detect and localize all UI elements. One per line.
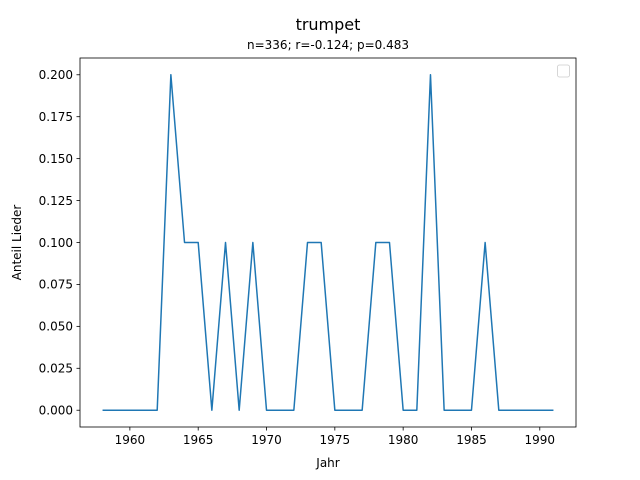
x-tick-label: 1990 [525,433,556,447]
legend-box [557,64,570,78]
legend [557,64,570,78]
y-tick-label: 0.150 [39,152,73,166]
y-tick-label: 0.000 [39,404,73,418]
y-tick-label: 0.175 [39,110,73,124]
x-tick-label: 1970 [251,433,282,447]
plot-area [102,74,554,411]
x-tick-label: 1965 [183,433,214,447]
y-tick-label: 0.050 [39,320,73,334]
y-tick-label: 0.075 [39,278,73,292]
y-tick-label: 0.125 [39,194,73,208]
y-tick-label: 0.100 [39,236,73,250]
x-tick-label: 1975 [320,433,351,447]
x-tick-label: 1985 [456,433,487,447]
x-axis-label: Jahr [315,456,339,470]
plot-frame [79,57,577,428]
x-tick-label: 1960 [115,433,146,447]
y-tick-label: 0.025 [39,362,73,376]
y-axis-label: Anteil Lieder [10,205,24,281]
x-tick-label: 1980 [388,433,419,447]
chart-subtitle: n=336; r=-0.124; p=0.483 [247,38,409,52]
series-line-0 [102,74,554,411]
chart-title: trumpet [296,15,361,34]
y-tick-label: 0.200 [39,68,73,82]
